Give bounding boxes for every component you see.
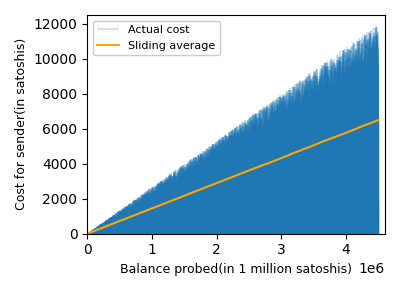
Sliding average — [376, 118, 381, 122]
Sliding average — [346, 130, 351, 134]
Sliding average — [338, 133, 343, 137]
Line: Sliding average: Sliding average — [87, 120, 378, 234]
Y-axis label: Cost for sender(in satoshis): Cost for sender(in satoshis) — [15, 38, 28, 210]
Sliding average — [376, 118, 380, 122]
Sliding average — [271, 159, 276, 163]
Legend: Actual cost, Sliding average: Actual cost, Sliding average — [93, 21, 220, 55]
X-axis label: Balance probed(in 1 million satoshis): Balance probed(in 1 million satoshis) — [120, 263, 352, 276]
Sliding average — [372, 120, 377, 123]
Sliding average — [85, 232, 90, 235]
Sliding average — [216, 181, 220, 184]
